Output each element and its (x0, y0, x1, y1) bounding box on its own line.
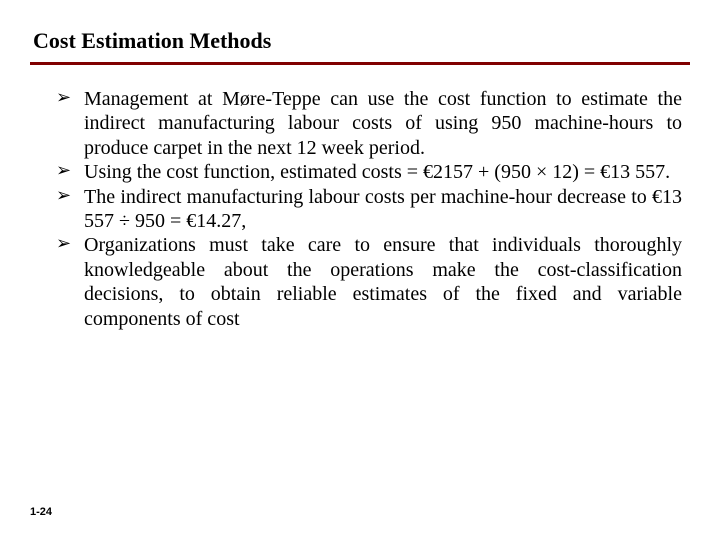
bullet-text: Organizations must take care to ensure t… (84, 234, 682, 329)
bullet-text: The indirect manufacturing labour costs … (84, 186, 682, 232)
bullet-list: ➢ Management at Møre-Teppe can use the c… (30, 87, 690, 331)
bullet-text: Management at Møre-Teppe can use the cos… (84, 88, 682, 159)
page-number: 1-24 (30, 506, 52, 518)
bullet-text: Using the cost function, estimated costs… (84, 161, 670, 183)
slide-title: Cost Estimation Methods (30, 28, 690, 54)
bullet-item: ➢ Management at Møre-Teppe can use the c… (56, 87, 682, 160)
bullet-item: ➢ Organizations must take care to ensure… (56, 233, 682, 331)
bullet-item: ➢ Using the cost function, estimated cos… (56, 160, 682, 184)
title-divider (30, 62, 690, 65)
bullet-marker-icon: ➢ (56, 185, 71, 207)
bullet-marker-icon: ➢ (56, 233, 71, 255)
slide-container: Cost Estimation Methods ➢ Management at … (0, 0, 720, 540)
bullet-item: ➢ The indirect manufacturing labour cost… (56, 185, 682, 234)
bullet-marker-icon: ➢ (56, 160, 71, 182)
bullet-marker-icon: ➢ (56, 87, 71, 109)
